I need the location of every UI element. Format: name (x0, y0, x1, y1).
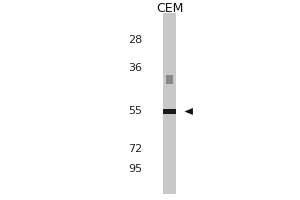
Polygon shape (184, 108, 193, 115)
Bar (163, 13, 176, 194)
Bar (166, 75, 173, 84)
Text: 72: 72 (128, 144, 142, 154)
Text: 55: 55 (128, 106, 142, 116)
Text: 95: 95 (128, 164, 142, 174)
Bar (163, 109, 176, 114)
Text: 28: 28 (128, 35, 142, 45)
Text: CEM: CEM (156, 2, 183, 15)
Text: 36: 36 (128, 63, 142, 73)
